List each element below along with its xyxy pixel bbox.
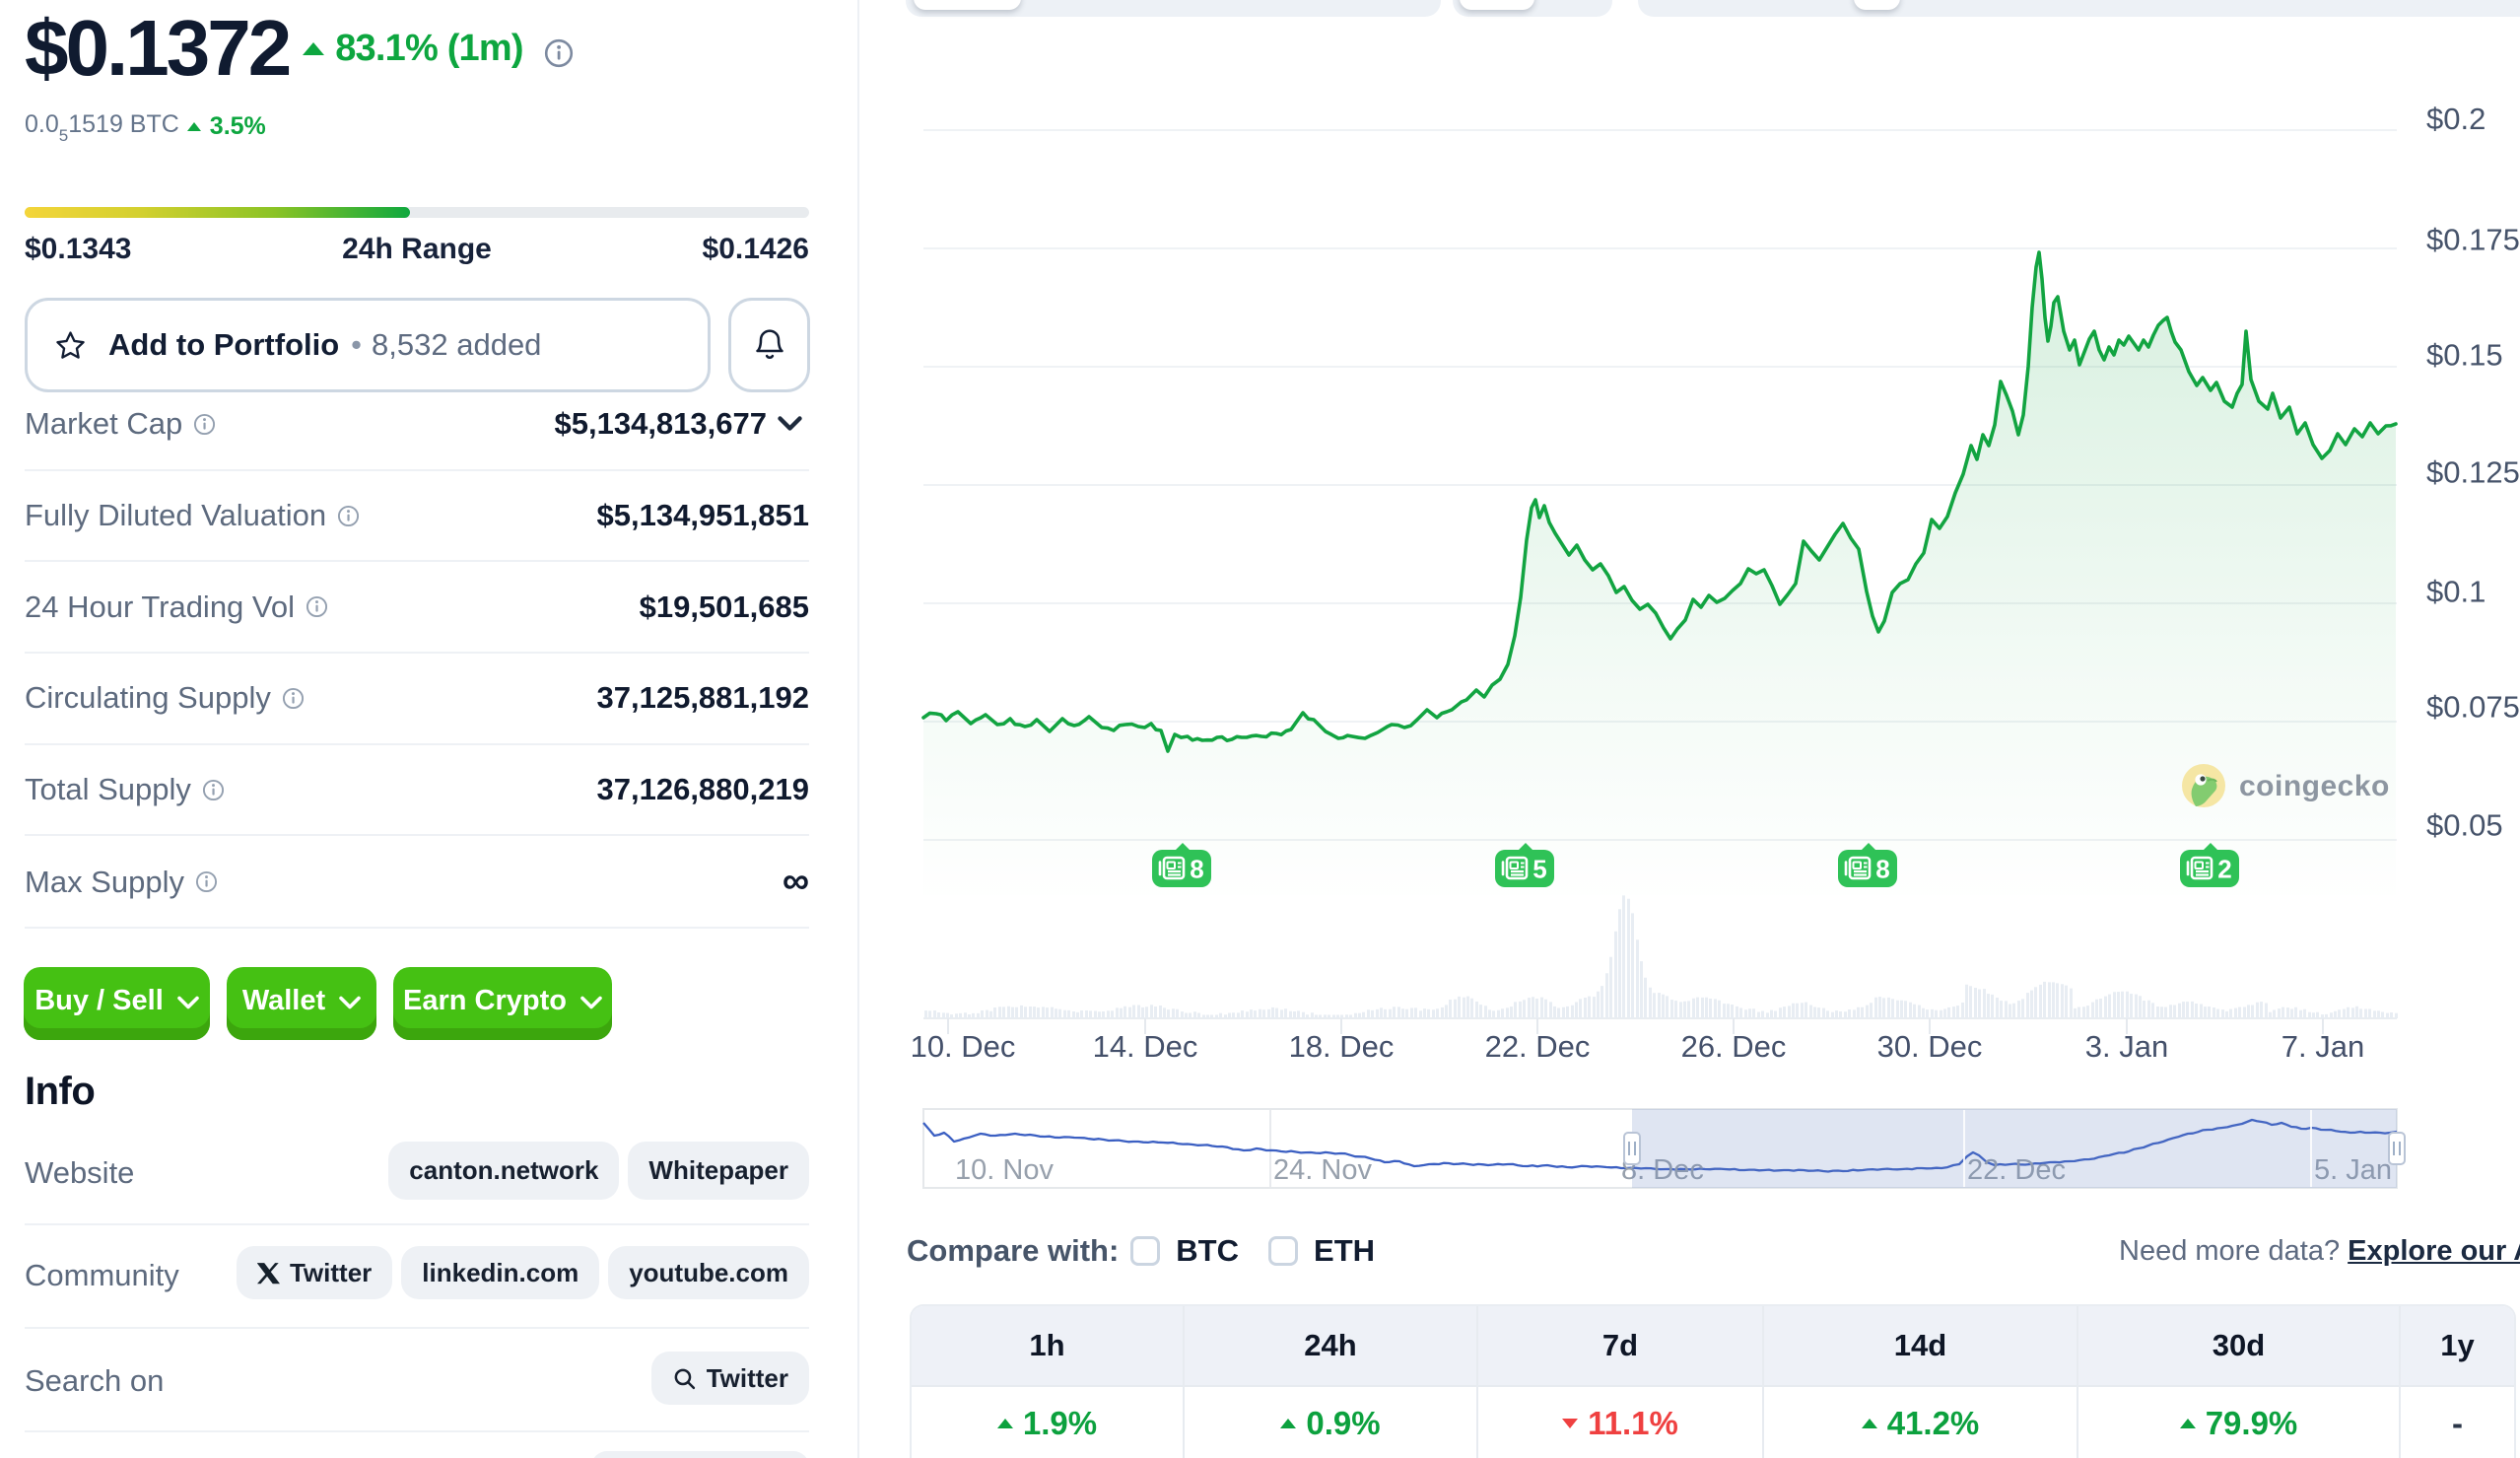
svg-text:$0.15: $0.15	[2426, 338, 2503, 373]
svg-text:$0.125: $0.125	[2426, 455, 2520, 490]
svg-text:8: 8	[1875, 855, 1889, 884]
svg-text:8: 8	[1190, 855, 1203, 884]
svg-text:24. Nov: 24. Nov	[1273, 1154, 1372, 1186]
svg-text:30. Dec: 30. Dec	[1877, 1029, 1983, 1064]
svg-text:22. Dec: 22. Dec	[1485, 1029, 1591, 1064]
svg-text:$0.175: $0.175	[2426, 223, 2520, 257]
svg-text:26. Dec: 26. Dec	[1681, 1029, 1787, 1064]
svg-text:22. Dec: 22. Dec	[1967, 1154, 2066, 1186]
svg-text:14. Dec: 14. Dec	[1093, 1029, 1198, 1064]
svg-text:10. Dec: 10. Dec	[911, 1029, 1016, 1064]
svg-text:3. Jan: 3. Jan	[2085, 1029, 2168, 1064]
svg-text:18. Dec: 18. Dec	[1289, 1029, 1395, 1064]
svg-text:2: 2	[2217, 855, 2231, 884]
svg-text:$0.075: $0.075	[2426, 690, 2520, 725]
svg-text:10. Nov: 10. Nov	[955, 1154, 1054, 1186]
svg-text:coingecko: coingecko	[2239, 770, 2390, 802]
svg-text:7. Jan: 7. Jan	[2282, 1029, 2364, 1064]
svg-text:$0.05: $0.05	[2426, 808, 2503, 843]
svg-text:5. Jan: 5. Jan	[2314, 1154, 2392, 1186]
svg-text:$0.1: $0.1	[2426, 575, 2486, 609]
svg-text:5: 5	[1532, 855, 1546, 884]
svg-text:$0.2: $0.2	[2426, 102, 2486, 136]
